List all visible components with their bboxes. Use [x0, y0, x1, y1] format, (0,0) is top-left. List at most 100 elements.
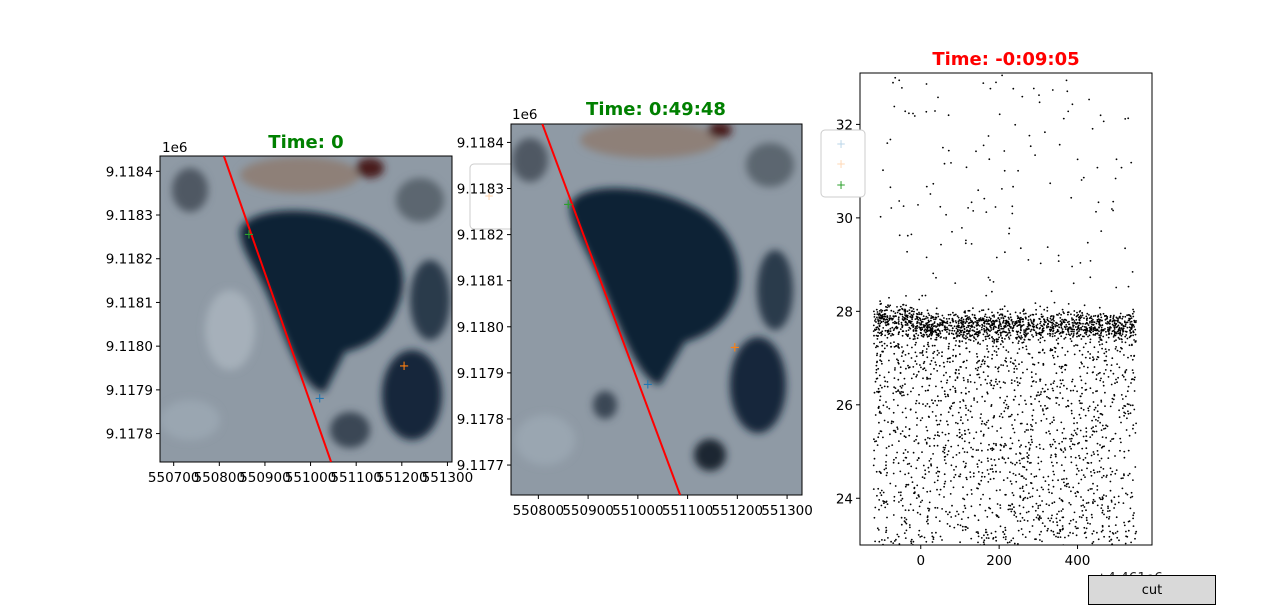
scatter-point — [1124, 370, 1127, 373]
scatter-point — [1072, 532, 1074, 535]
scatter-point — [980, 537, 983, 539]
scatter-point — [1044, 525, 1046, 528]
scatter-point — [875, 321, 877, 323]
scatter-point — [1101, 476, 1103, 479]
scatter-point — [1022, 320, 1024, 323]
scatter-point — [1112, 372, 1115, 375]
scatter-point — [949, 375, 951, 378]
scatter-point — [1000, 364, 1002, 366]
scatter-point — [957, 369, 960, 371]
scatter-point — [935, 419, 938, 422]
scatter-point — [1051, 324, 1054, 326]
scatter-point — [964, 311, 966, 314]
scatter-point — [959, 524, 962, 527]
scatter-point — [937, 315, 940, 318]
scatter-point — [937, 335, 940, 337]
scatter-point — [925, 256, 928, 259]
scatter-point — [901, 313, 904, 316]
scatter-point — [951, 329, 954, 332]
scatter-point — [892, 310, 895, 313]
scatter-point — [902, 319, 905, 322]
scatter-point — [879, 359, 881, 362]
scatter-point — [1073, 422, 1075, 425]
scatter-point — [916, 327, 918, 330]
scatter-point — [1030, 435, 1032, 438]
scatter-point — [976, 388, 978, 390]
scatter-point — [1002, 321, 1005, 323]
scatter-point — [1102, 329, 1105, 332]
scatter-point — [1127, 474, 1130, 477]
scatter-point — [1030, 428, 1032, 431]
scatter-point — [995, 489, 998, 492]
scatter-point — [1088, 334, 1091, 337]
scatter-point — [1032, 320, 1035, 323]
scatter-point — [994, 380, 997, 383]
scatter-point — [1030, 320, 1033, 322]
cut-button[interactable]: cut — [1088, 575, 1216, 605]
scatter-point — [1008, 324, 1010, 326]
scatter-point — [947, 423, 949, 426]
scatter-point — [993, 415, 996, 417]
scatter-point — [981, 475, 983, 478]
scatter-point — [970, 505, 973, 508]
scatter-point — [921, 352, 923, 354]
scatter-point — [1117, 324, 1120, 327]
scatter-point — [986, 323, 988, 325]
scatter-point — [1039, 262, 1042, 265]
scatter-point — [885, 309, 887, 311]
scatter-point — [976, 335, 979, 338]
scatter-point — [1102, 120, 1105, 123]
scatter-point — [1100, 334, 1102, 337]
scatter-point — [1056, 397, 1059, 399]
scatter-point — [1102, 384, 1105, 387]
scatter-point — [1115, 346, 1117, 348]
scatter-point — [1099, 319, 1102, 321]
scatter-point — [928, 508, 931, 510]
scatter-point — [938, 423, 941, 426]
scatter-point — [1045, 418, 1048, 420]
scatter-point — [1079, 417, 1082, 419]
scatter-point — [1028, 492, 1030, 495]
scatter-point — [1109, 489, 1112, 492]
scatter-point — [885, 321, 887, 323]
scatter-point — [1129, 315, 1132, 318]
scatter-point — [1019, 324, 1021, 326]
scatter-point — [1070, 437, 1073, 440]
scatter-point — [928, 445, 931, 447]
scatter-point — [885, 401, 887, 403]
scatter-point — [975, 431, 978, 434]
scatter-point — [1054, 440, 1056, 443]
scatter-point — [1052, 318, 1054, 321]
ground-track-line — [222, 156, 333, 462]
scatter-point — [1088, 314, 1090, 316]
scatter-point — [1049, 456, 1052, 459]
scatter-point — [912, 544, 914, 545]
scatter-point — [1028, 323, 1031, 326]
scatter-point — [919, 364, 921, 366]
scatter-point — [892, 81, 894, 84]
scatter-point — [1024, 335, 1027, 338]
scatter-point — [1003, 401, 1005, 404]
scatter-point — [1070, 409, 1073, 412]
scatter-point — [1039, 380, 1041, 382]
scatter-point — [1085, 435, 1088, 438]
scatter-point — [900, 516, 903, 519]
scatter-point — [936, 423, 939, 426]
panel-3-scatter-points — [872, 74, 1138, 545]
scatter-point — [943, 317, 945, 319]
scatter-point — [1038, 317, 1041, 320]
scatter-point — [1097, 372, 1100, 375]
scatter-point — [1042, 488, 1044, 491]
scatter-point — [994, 464, 997, 467]
scatter-point — [1097, 201, 1100, 204]
scatter-point — [1003, 410, 1006, 413]
scatter-point — [1041, 329, 1044, 332]
scatter-point — [908, 309, 911, 311]
scatter-point — [1057, 479, 1059, 482]
scatter-point — [917, 494, 920, 497]
scatter-point — [1014, 395, 1017, 398]
scatter-point — [1133, 512, 1135, 514]
scatter-point — [985, 331, 988, 333]
scatter-point — [1037, 462, 1040, 465]
